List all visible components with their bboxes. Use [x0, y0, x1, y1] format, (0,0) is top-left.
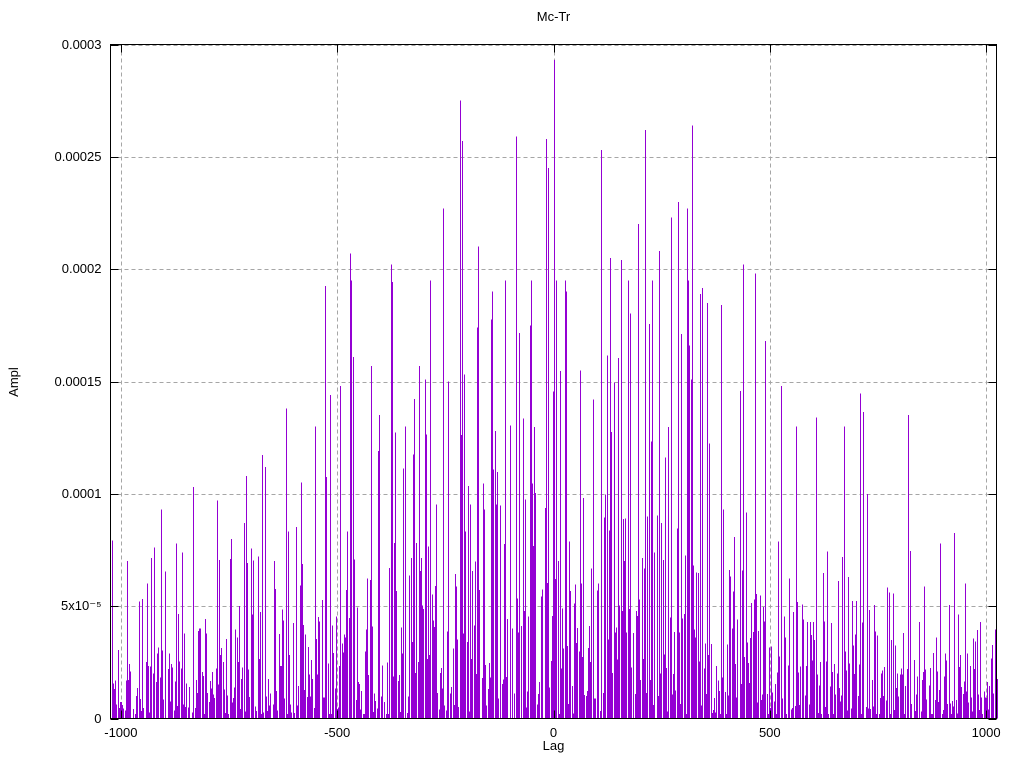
y-tick-label: 0.0002	[61, 261, 102, 277]
y-tick-label: 0	[94, 710, 102, 726]
y-tick-label: 0.00025	[54, 148, 102, 164]
plot-border	[110, 44, 997, 719]
x-tick-label: -1000	[104, 724, 138, 740]
y-tick-label: 5x10⁻⁵	[61, 598, 102, 614]
y-tick-label: 0.00015	[54, 373, 102, 389]
x-tick-label: 1000	[971, 724, 1001, 740]
tick-marks	[110, 44, 997, 720]
x-tick-label: 0	[549, 724, 558, 740]
x-tick-label: -500	[324, 724, 351, 740]
impulse-series	[112, 60, 998, 719]
plot-frame	[110, 44, 997, 720]
chart-title: Mc-Tr	[536, 9, 571, 24]
y-tick-label: 0.0003	[61, 36, 102, 52]
y-tick-label: 0.0001	[61, 485, 102, 501]
x-axis-label: Lag	[542, 738, 565, 753]
x-tick-label: 500	[758, 724, 781, 740]
